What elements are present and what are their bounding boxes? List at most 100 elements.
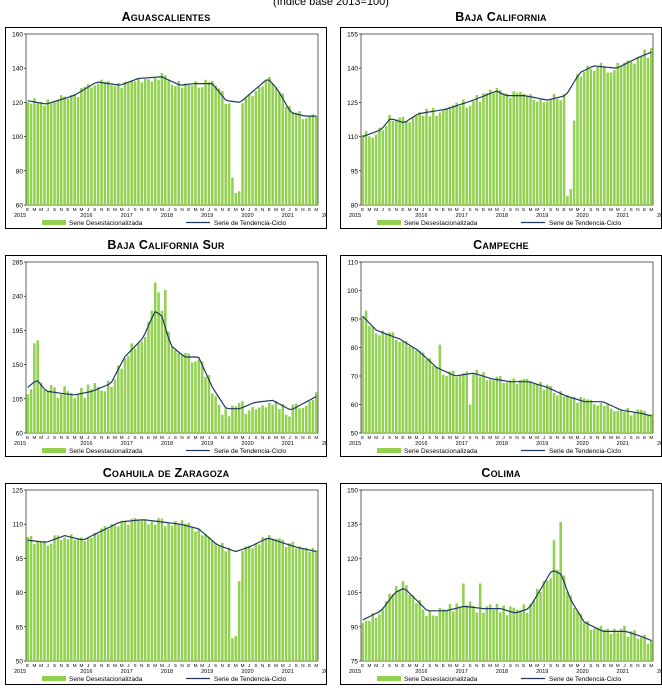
x-month-label: M — [414, 663, 418, 668]
legend-line-label: Serie de Tendencia-Ciclo — [549, 448, 622, 455]
x-month-label: S — [53, 435, 56, 440]
bar — [643, 410, 646, 433]
bar — [221, 542, 224, 661]
x-month-label: N — [60, 663, 63, 668]
x-month-label: E — [442, 435, 445, 440]
bar — [247, 545, 251, 661]
y-tick-label: 150 — [12, 362, 23, 369]
bar — [572, 607, 576, 661]
y-tick-label: 105 — [12, 396, 23, 403]
x-month-label: M — [535, 207, 539, 212]
bar — [609, 408, 613, 433]
bar — [153, 282, 157, 433]
bar — [177, 80, 180, 205]
bar — [438, 112, 442, 205]
bar — [519, 91, 522, 205]
bar — [569, 189, 573, 205]
bar — [572, 396, 576, 433]
y-tick-label: 95 — [16, 556, 24, 563]
bar — [405, 121, 408, 205]
bar — [311, 400, 315, 433]
x-year-label: 2020 — [241, 441, 253, 447]
bar — [190, 526, 194, 661]
bar — [599, 62, 603, 205]
bar — [636, 409, 640, 433]
x-year-label: 2016 — [80, 669, 92, 675]
bar — [428, 116, 432, 205]
x-month-label: S — [388, 663, 391, 668]
x-month-label: J — [208, 207, 210, 212]
bar — [194, 531, 197, 661]
x-month-label: E — [147, 207, 150, 212]
x-month-label: M — [194, 207, 198, 212]
x-year-label: 2021 — [282, 669, 294, 675]
bar — [157, 79, 160, 205]
y-tick-label: 285 — [12, 260, 23, 267]
chart-frame: 50 65 80 95 110 125 E M M J S N E M M J S N E M M J S N E M M J S N E M… — [5, 483, 327, 685]
x-month-label: M — [569, 435, 573, 440]
bar — [374, 134, 378, 205]
x-month-label: M — [160, 663, 164, 668]
x-month-label: J — [167, 435, 169, 440]
x-month-label: N — [596, 663, 599, 668]
bar — [304, 405, 308, 433]
bar — [170, 525, 174, 661]
x-month-label: J — [543, 663, 545, 668]
bar — [502, 605, 505, 661]
bar — [241, 401, 244, 433]
bar — [66, 539, 70, 661]
bar — [502, 383, 505, 433]
bar — [143, 78, 147, 205]
x-year-label: 2021 — [282, 441, 294, 447]
bar — [59, 394, 63, 433]
x-year-label: 2015 — [14, 441, 26, 447]
x-month-label: E — [361, 435, 364, 440]
x-month-label: J — [47, 207, 49, 212]
bar — [462, 373, 465, 433]
bar — [492, 93, 495, 205]
x-month-label: J — [47, 435, 49, 440]
x-month-label: S — [630, 435, 633, 440]
x-month-label: M — [374, 207, 378, 212]
bar — [160, 518, 164, 661]
bar — [237, 581, 241, 661]
x-month-label: M — [73, 663, 77, 668]
bar — [586, 399, 589, 433]
bar — [492, 380, 495, 433]
bar — [472, 605, 475, 661]
bar — [268, 535, 271, 661]
bar — [546, 580, 549, 661]
bar — [120, 520, 123, 661]
bar — [374, 333, 378, 433]
legend-bars-label: Serie Desestacionalizada — [404, 676, 478, 683]
bar — [274, 538, 278, 661]
bar — [70, 534, 73, 661]
bar — [167, 331, 170, 433]
x-month-label: S — [630, 207, 633, 212]
chart-frame: 60 105 150 195 240 285 E M M J S N E M M J S N E M M J S N E M M J S… — [5, 255, 327, 457]
bar — [421, 609, 425, 661]
bar — [174, 85, 177, 205]
y-tick-label: 160 — [12, 32, 23, 39]
x-year-label: 2017 — [456, 213, 468, 219]
bar — [468, 105, 472, 205]
legend-bars-swatch — [42, 448, 66, 453]
bar — [552, 392, 556, 433]
x-month-label: M — [120, 663, 124, 668]
bar — [110, 85, 113, 205]
x-month-label: N — [395, 663, 398, 668]
y-tick-label: 140 — [347, 66, 358, 73]
x-month-label: N — [140, 207, 143, 212]
x-year-label: 2017 — [121, 213, 133, 219]
x-month-label: S — [174, 207, 177, 212]
x-month-label: S — [549, 207, 552, 212]
x-month-label: E — [482, 207, 485, 212]
bar — [566, 395, 569, 433]
bar — [569, 398, 573, 433]
bar — [586, 621, 589, 661]
bar — [63, 537, 66, 661]
bar — [184, 523, 187, 661]
bar — [452, 611, 455, 661]
bar — [418, 350, 422, 433]
